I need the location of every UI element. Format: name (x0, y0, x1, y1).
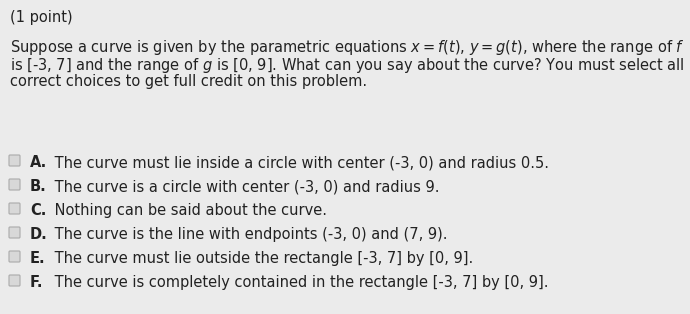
Text: The curve must lie inside a circle with center (-3, 0) and radius 0.5.: The curve must lie inside a circle with … (50, 155, 549, 170)
Text: (1 point): (1 point) (10, 10, 72, 25)
Text: correct choices to get full credit on this problem.: correct choices to get full credit on th… (10, 74, 367, 89)
Text: D.: D. (30, 227, 48, 242)
Text: B.: B. (30, 179, 47, 194)
FancyBboxPatch shape (9, 251, 20, 262)
Text: Nothing can be said about the curve.: Nothing can be said about the curve. (50, 203, 327, 218)
Text: A.: A. (30, 155, 47, 170)
Text: The curve is a circle with center (-3, 0) and radius 9.: The curve is a circle with center (-3, 0… (50, 179, 440, 194)
Text: The curve is completely contained in the rectangle [-3, 7] by [0, 9].: The curve is completely contained in the… (50, 275, 549, 290)
FancyBboxPatch shape (9, 203, 20, 214)
Text: C.: C. (30, 203, 46, 218)
Text: The curve must lie outside the rectangle [-3, 7] by [0, 9].: The curve must lie outside the rectangle… (50, 251, 473, 266)
FancyBboxPatch shape (9, 155, 20, 166)
Text: E.: E. (30, 251, 46, 266)
FancyBboxPatch shape (9, 179, 20, 190)
Text: Suppose a curve is given by the parametric equations $x = f(t)$, $y = g(t)$, whe: Suppose a curve is given by the parametr… (10, 38, 684, 57)
Text: F.: F. (30, 275, 43, 290)
Text: is [-3, 7] and the range of $g$ is [0, 9]. What can you say about the curve? You: is [-3, 7] and the range of $g$ is [0, 9… (10, 56, 684, 75)
Text: The curve is the line with endpoints (-3, 0) and (7, 9).: The curve is the line with endpoints (-3… (50, 227, 448, 242)
FancyBboxPatch shape (9, 275, 20, 286)
FancyBboxPatch shape (9, 227, 20, 238)
